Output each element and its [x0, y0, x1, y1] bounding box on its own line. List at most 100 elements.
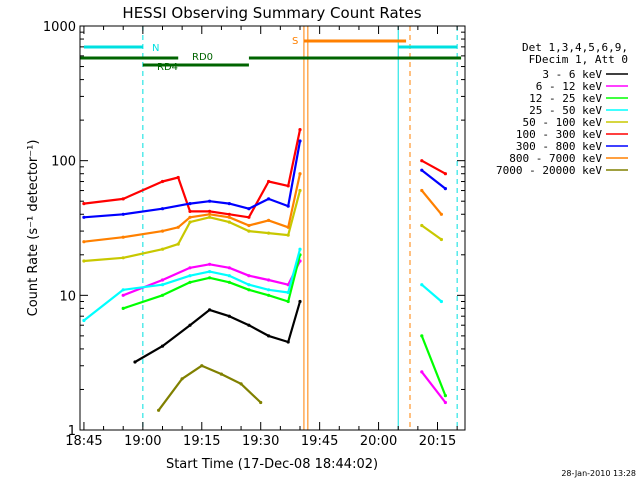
series-line: [421, 159, 446, 175]
data-point: [286, 233, 290, 237]
flag-label: RD0: [192, 52, 213, 63]
data-point: [420, 188, 424, 193]
data-point: [420, 283, 424, 287]
data-point: [188, 209, 192, 213]
data-point: [208, 276, 212, 280]
data-point: [247, 274, 251, 278]
data-point: [227, 220, 231, 224]
data-point: [298, 139, 302, 143]
data-point: [188, 202, 192, 206]
series-line: [420, 189, 443, 215]
x-tick-label: 20:00: [360, 434, 397, 449]
series-line: [420, 335, 447, 397]
data-point: [227, 274, 231, 278]
data-point: [188, 220, 192, 224]
data-point: [247, 215, 251, 219]
series-line: [421, 169, 447, 190]
data-point: [121, 256, 125, 260]
data-point: [286, 184, 290, 188]
data-point: [420, 370, 424, 374]
data-point: [298, 128, 302, 132]
data-point: [420, 223, 424, 228]
y-axis-label: Count Rate (s⁻¹ detector⁻¹): [26, 140, 41, 317]
y-tick-label: 10: [59, 289, 76, 304]
plot-area: N RD0 RD4 S: [79, 26, 462, 430]
data-point: [420, 168, 424, 172]
data-point: [188, 323, 192, 327]
legend-header: FDecim 1, Att 0: [529, 53, 628, 66]
data-point: [247, 207, 251, 211]
legend-entry-label: 6 - 12 keV: [536, 80, 603, 93]
data-point: [188, 280, 192, 284]
data-point: [298, 247, 302, 251]
data-point: [267, 293, 271, 297]
data-point: [121, 212, 125, 216]
data-point: [82, 240, 86, 244]
plot-frame: [79, 25, 466, 431]
chart-title: HESSI Observing Summary Count Rates: [122, 4, 421, 22]
data-point: [160, 283, 165, 287]
data-point: [219, 372, 223, 376]
data-point: [176, 175, 180, 180]
legend-header: Det 1,3,4,5,6,9,: [522, 41, 628, 54]
data-point: [160, 293, 165, 297]
data-point: [200, 364, 204, 368]
data-point: [443, 172, 447, 176]
legend-entry-label: 100 - 300 keV: [516, 128, 602, 141]
data-point: [267, 218, 271, 222]
data-point: [443, 187, 447, 191]
x-tick-label: 19:30: [242, 434, 279, 449]
data-point: [208, 212, 212, 216]
data-point: [176, 242, 180, 246]
data-point: [208, 262, 212, 266]
flag-label: S: [292, 36, 298, 47]
x-tick-label: 19:45: [301, 434, 338, 449]
data-point: [121, 293, 125, 297]
data-point: [188, 266, 192, 270]
data-point: [121, 306, 125, 310]
data-point: [439, 237, 443, 242]
legend-entry-label: 12 - 25 keV: [529, 92, 602, 105]
series-line: [420, 371, 447, 404]
data-point: [188, 274, 192, 278]
data-point: [121, 288, 125, 292]
data-point: [443, 394, 447, 398]
data-point: [82, 202, 86, 206]
data-point: [267, 334, 271, 338]
data-point: [267, 231, 271, 235]
series-line: [157, 364, 262, 411]
data-point: [160, 179, 165, 184]
data-point: [443, 400, 447, 405]
data-point: [420, 334, 424, 338]
data-point: [267, 278, 271, 282]
data-point: [188, 215, 192, 219]
x-tick-label: 19:15: [183, 434, 220, 449]
legend-entry-label: 300 - 800 keV: [516, 140, 602, 153]
data-point: [208, 209, 212, 213]
legend-entry-label: 3 - 6 keV: [542, 68, 602, 81]
data-point: [208, 270, 212, 274]
legend-entry-label: 7000 - 20000 keV: [496, 164, 602, 177]
data-point: [160, 229, 165, 233]
x-tick-label: 19:00: [124, 434, 161, 449]
data-point: [286, 290, 290, 295]
series-line: [83, 140, 302, 219]
data-point: [247, 223, 251, 228]
x-tick-label: 18:45: [65, 434, 102, 449]
legend-entry-label: 50 - 100 keV: [523, 116, 603, 129]
data-point: [160, 207, 165, 211]
data-point: [227, 215, 231, 219]
data-point: [267, 197, 271, 201]
data-point: [420, 159, 424, 163]
data-point: [227, 314, 231, 318]
data-point: [286, 225, 290, 229]
data-point: [247, 283, 251, 287]
data-point: [208, 215, 212, 219]
legend: Det 1,3,4,5,6,9,FDecim 1, Att 0 3 - 6 keV…: [496, 41, 628, 177]
y-tick-label: 1: [68, 424, 76, 439]
x-tick-label: 20:15: [419, 434, 456, 449]
data-point: [208, 199, 212, 203]
series-line: [421, 224, 443, 241]
data-point: [247, 229, 251, 233]
data-point: [227, 280, 231, 284]
